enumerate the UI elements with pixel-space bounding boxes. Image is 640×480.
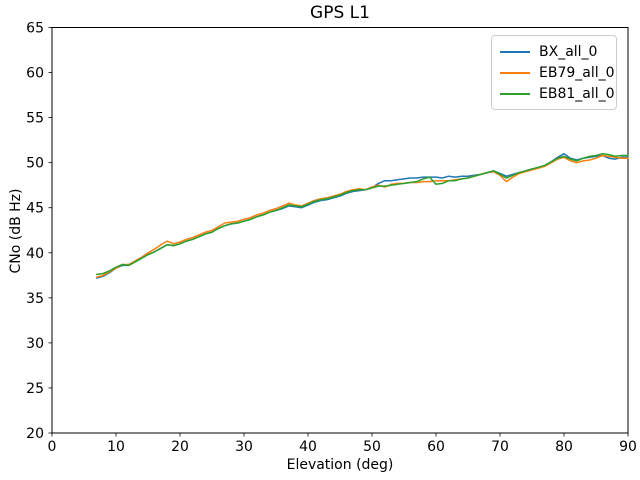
x-tick-label: 80 xyxy=(555,439,573,455)
axes-frame xyxy=(51,27,629,434)
legend-entry: BX_all_0 xyxy=(500,41,608,62)
legend-line-swatch xyxy=(500,71,530,74)
x-axis-label: Elevation (deg) xyxy=(286,457,394,473)
legend-entry: EB79_all_0 xyxy=(500,62,615,83)
legend-entry: EB81_all_0 xyxy=(500,83,615,104)
y-tick-label: 35 xyxy=(26,291,44,307)
x-tick-label: 60 xyxy=(427,439,445,455)
x-tick-label: 70 xyxy=(491,439,509,455)
y-tick-label: 40 xyxy=(26,246,44,262)
series-line-EB79_all_0 xyxy=(96,154,629,278)
y-tick-label: 50 xyxy=(26,156,44,172)
y-tick-label: 65 xyxy=(26,21,44,37)
y-tick-label: 55 xyxy=(26,111,44,127)
x-tick-label: 50 xyxy=(363,439,381,455)
x-tick-label: 30 xyxy=(235,439,253,455)
y-tick-label: 30 xyxy=(26,336,44,352)
x-tick-label: 20 xyxy=(171,439,189,455)
x-tick-label: 90 xyxy=(619,439,637,455)
series-line-BX_all_0 xyxy=(96,152,629,279)
series-line-EB81_all_0 xyxy=(96,152,629,276)
y-tick-label: 45 xyxy=(26,201,44,217)
y-tick-label: 20 xyxy=(26,426,44,442)
chart-title: GPS L1 xyxy=(310,3,370,23)
x-tick-label: 10 xyxy=(107,439,125,455)
y-tick-label: 25 xyxy=(26,381,44,397)
legend-label: EB81_all_0 xyxy=(539,85,615,102)
legend-label: BX_all_0 xyxy=(539,43,598,60)
legend-label: EB79_all_0 xyxy=(539,64,615,81)
x-tick-label: 0 xyxy=(48,439,57,455)
y-tick-label: 60 xyxy=(26,66,44,82)
legend: BX_all_0 EB79_all_0 EB81_all_0 xyxy=(491,35,617,110)
x-tick-label: 40 xyxy=(299,439,317,455)
y-axis-label: CNo (dB Hz) xyxy=(8,188,24,274)
legend-line-swatch xyxy=(500,50,530,53)
legend-line-swatch xyxy=(500,92,530,95)
